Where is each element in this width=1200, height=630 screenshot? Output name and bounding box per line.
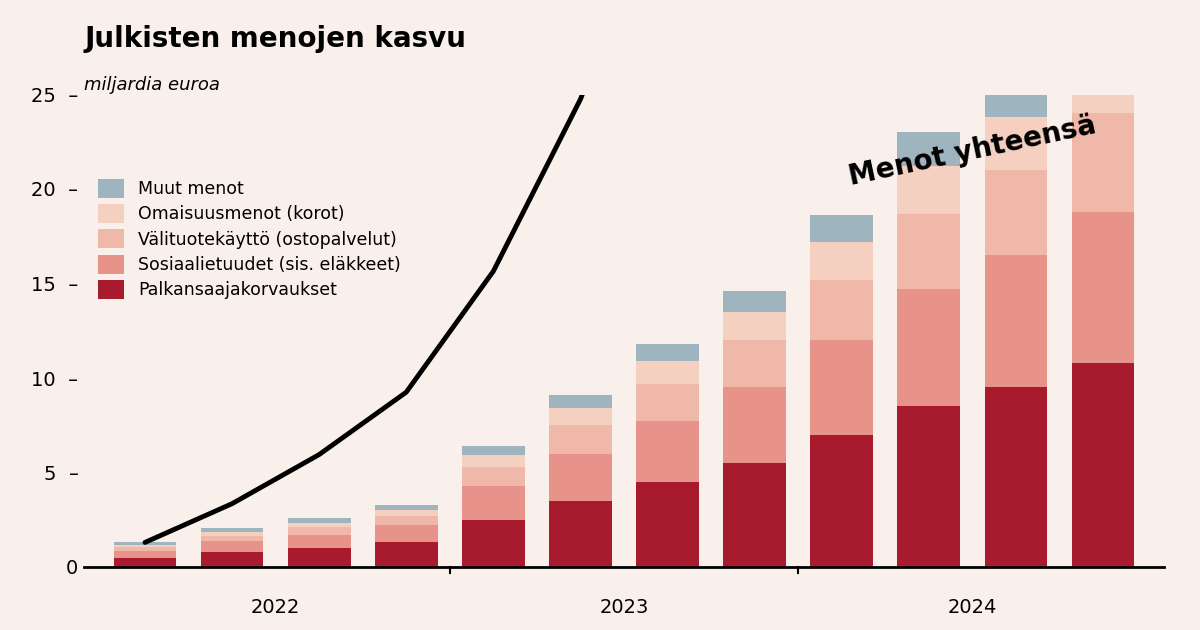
Text: 2024: 2024: [948, 598, 997, 617]
Bar: [374, 510, 438, 516]
Bar: [114, 542, 176, 545]
Bar: [1072, 363, 1134, 567]
Bar: [810, 242, 874, 280]
Bar: [984, 79, 1048, 117]
Bar: [288, 523, 350, 527]
Bar: [898, 406, 960, 567]
Text: 2023: 2023: [599, 598, 649, 617]
Text: 2022: 2022: [251, 598, 300, 617]
Bar: [288, 527, 350, 535]
Bar: [636, 384, 698, 421]
Bar: [1072, 212, 1134, 363]
Text: Menot yhteensä: Menot yhteensä: [846, 112, 1099, 191]
Bar: [114, 551, 176, 558]
Bar: [550, 425, 612, 454]
Bar: [288, 518, 350, 523]
Bar: [288, 548, 350, 567]
Bar: [984, 387, 1048, 567]
Bar: [810, 340, 874, 435]
Bar: [898, 214, 960, 289]
Bar: [462, 455, 524, 467]
Legend: Muut menot, Omaisuusmenot (korot), Välituotekäyttö (ostopalvelut), Sosiaalietuud: Muut menot, Omaisuusmenot (korot), Välit…: [98, 179, 401, 299]
Bar: [810, 280, 874, 340]
Bar: [462, 446, 524, 455]
Bar: [636, 421, 698, 482]
Bar: [898, 289, 960, 406]
Bar: [550, 454, 612, 501]
Bar: [200, 541, 264, 552]
Bar: [724, 312, 786, 340]
Bar: [114, 558, 176, 567]
Bar: [810, 435, 874, 567]
Bar: [550, 408, 612, 425]
Text: miljardia euroa: miljardia euroa: [84, 76, 220, 94]
Bar: [200, 532, 264, 536]
Bar: [636, 361, 698, 384]
Bar: [898, 166, 960, 214]
Bar: [636, 482, 698, 567]
Bar: [984, 255, 1048, 387]
Bar: [724, 340, 786, 387]
Bar: [374, 516, 438, 525]
Bar: [114, 547, 176, 551]
Bar: [550, 501, 612, 567]
Bar: [810, 215, 874, 242]
Bar: [200, 552, 264, 567]
Bar: [724, 291, 786, 312]
Bar: [898, 132, 960, 166]
Bar: [462, 520, 524, 567]
Bar: [1072, 113, 1134, 212]
Bar: [462, 467, 524, 486]
Bar: [984, 117, 1048, 170]
Bar: [200, 528, 264, 532]
Bar: [462, 486, 524, 520]
Bar: [636, 344, 698, 361]
Bar: [374, 505, 438, 510]
Bar: [1072, 53, 1134, 113]
Bar: [550, 395, 612, 408]
Bar: [374, 525, 438, 542]
Bar: [984, 170, 1048, 255]
Bar: [288, 535, 350, 548]
Text: Julkisten menojen kasvu: Julkisten menojen kasvu: [84, 25, 466, 53]
Bar: [114, 545, 176, 547]
Bar: [1072, 9, 1134, 53]
Bar: [374, 542, 438, 567]
Bar: [200, 536, 264, 541]
Bar: [724, 387, 786, 463]
Bar: [724, 463, 786, 567]
